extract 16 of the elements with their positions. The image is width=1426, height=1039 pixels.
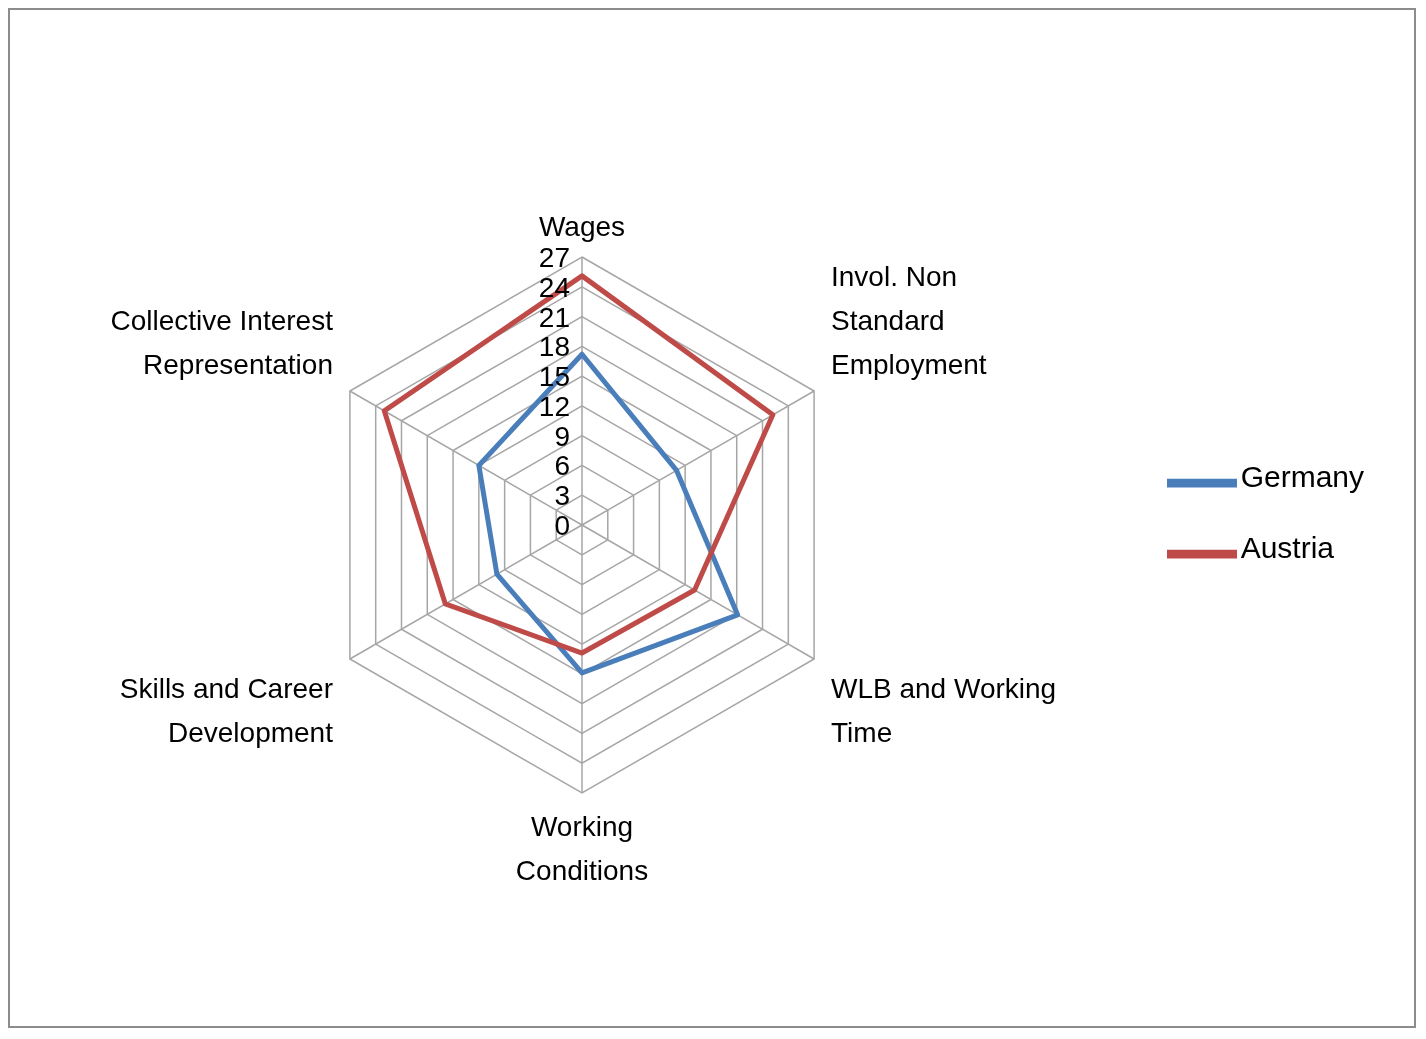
spoke-label: Skills and Career Development bbox=[119, 673, 334, 749]
spoke-label: Collective Interest Representation bbox=[110, 304, 334, 380]
y-tick-label: 12 bbox=[538, 390, 570, 422]
legend-label: Germany bbox=[1240, 460, 1364, 494]
spoke-label: Working Conditions bbox=[515, 811, 649, 887]
y-tick-label: 21 bbox=[538, 301, 570, 333]
y-tick-label: 9 bbox=[554, 420, 570, 452]
legend-label: Austria bbox=[1240, 531, 1334, 564]
y-tick-label: 27 bbox=[538, 242, 570, 273]
y-tick-label: 18 bbox=[538, 331, 570, 363]
spoke-label: Wages bbox=[538, 210, 626, 242]
y-tick-label: 0 bbox=[554, 510, 570, 541]
spoke-label: Invol. Non Standard Employment bbox=[831, 260, 987, 380]
y-tick-label: 3 bbox=[554, 480, 570, 512]
y-tick-label: 6 bbox=[554, 450, 570, 482]
spoke-label: WLB and Working Time bbox=[831, 673, 1057, 749]
